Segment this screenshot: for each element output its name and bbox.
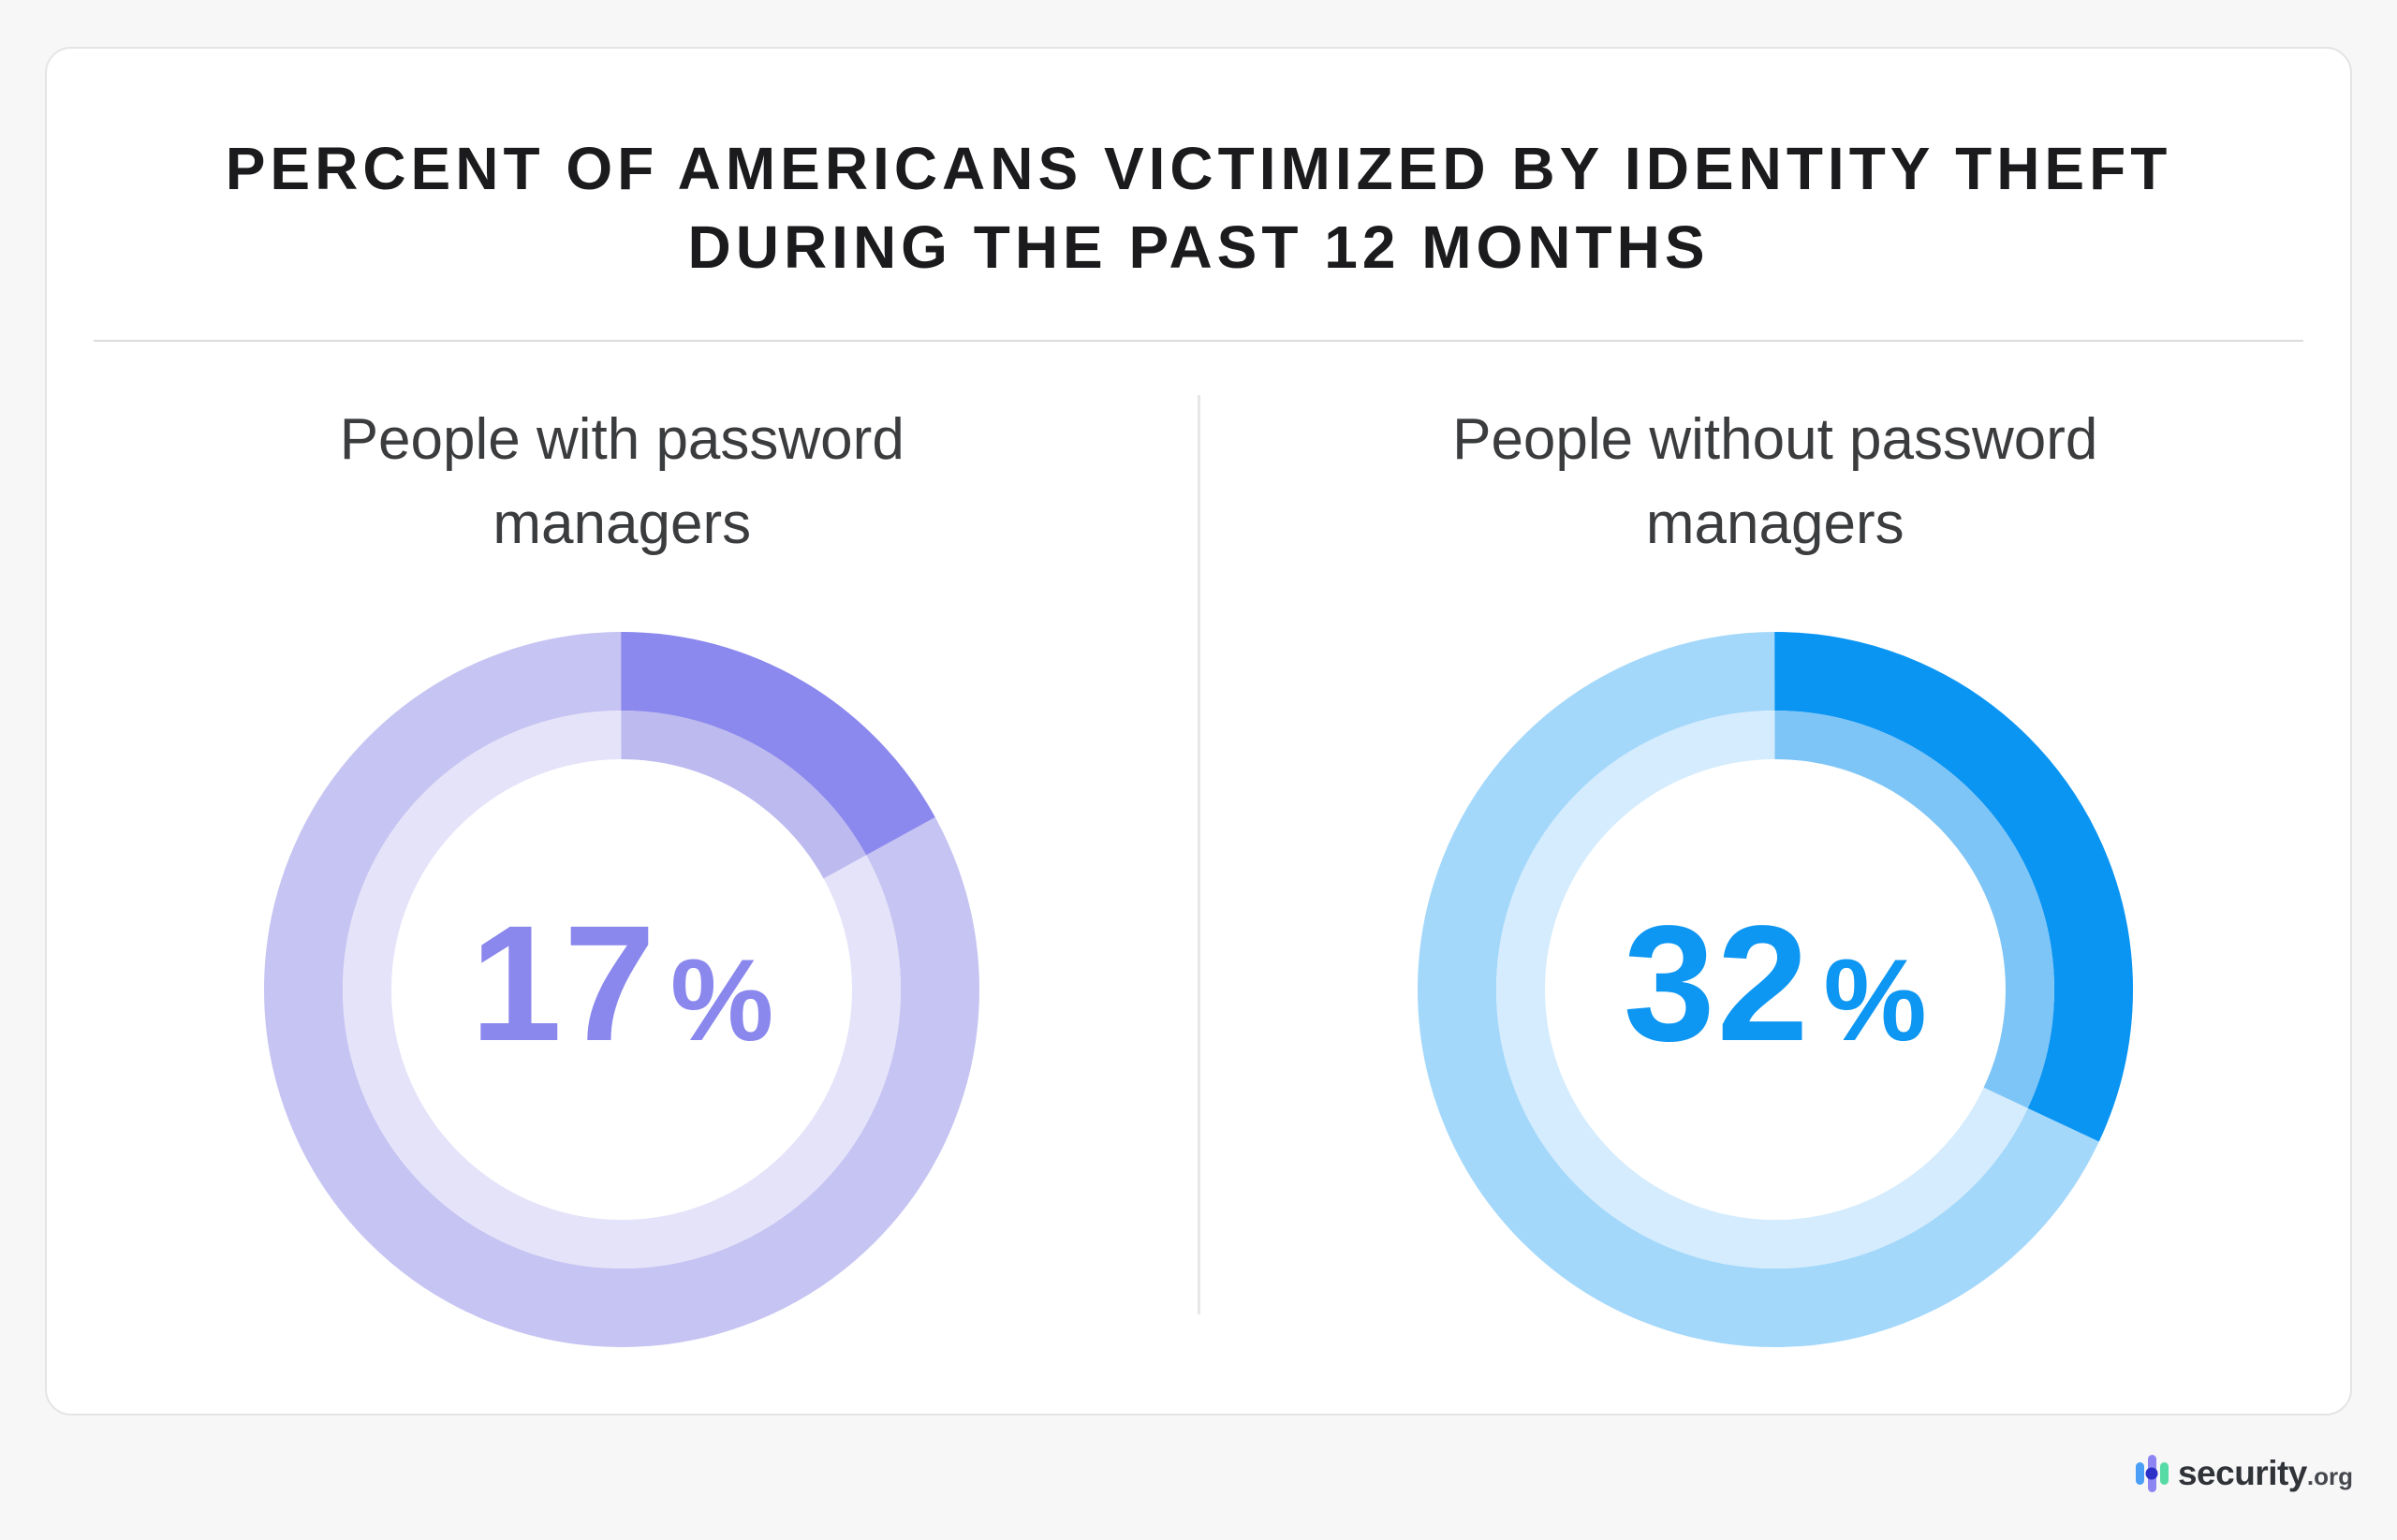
brand-name: security — [2177, 1454, 2307, 1492]
securityorg-logo-icon — [2135, 1453, 2169, 1494]
page-title-line1: PERCENT OF AMERICANS VICTIMIZED BY IDENT… — [225, 135, 2172, 202]
percent-number: 17 — [470, 891, 657, 1076]
logo-bar-middle — [2145, 1455, 2158, 1492]
securityorg-logo-text: security .org — [2178, 1454, 2353, 1493]
chart-col-with-password-managers: People with password managers 17 % — [47, 342, 1198, 1351]
percent-number: 32 — [1623, 891, 1811, 1076]
title-divider — [94, 339, 2303, 342]
brand-suffix: .org — [2306, 1462, 2353, 1490]
donut-chart-with-password-managers: 17 % — [260, 628, 983, 1351]
securityorg-logo: security .org — [2135, 1449, 2353, 1498]
donut-rings — [1417, 631, 2133, 1347]
percent-sign: % — [670, 935, 774, 1065]
page-title: PERCENT OF AMERICANS VICTIMIZED BY IDENT… — [47, 129, 2350, 287]
page-title-line2: DURING THE PAST 12 MONTHS — [687, 213, 1710, 282]
chart-label: People with password managers — [339, 406, 904, 556]
chart-label: People without password managers — [1452, 406, 2098, 556]
percent-sign: % — [1823, 935, 1927, 1065]
logo-bar-left — [2135, 1462, 2144, 1485]
logo-bar-right — [2159, 1462, 2169, 1485]
charts-row: People with password managers 17 % Pe — [47, 342, 2350, 1351]
column-divider — [1197, 394, 1200, 1314]
donut-chart-without-password-managers: 32 % — [1414, 628, 2137, 1351]
logo-dot — [2145, 1467, 2158, 1480]
chart-col-without-password-managers: People without password managers 32 % — [1200, 342, 2351, 1351]
infographic-card: PERCENT OF AMERICANS VICTIMIZED BY IDENT… — [45, 47, 2352, 1415]
donut-center-value: 32 % — [1414, 628, 2137, 1351]
donut-center-value: 17 % — [260, 628, 983, 1351]
donut-rings — [264, 631, 980, 1347]
